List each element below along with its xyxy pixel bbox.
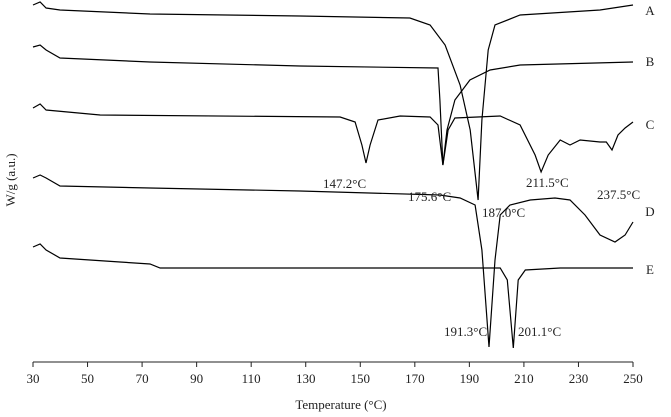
- x-tick-label: 170: [405, 371, 425, 386]
- series-line: [32, 174, 634, 348]
- x-tick-label: 250: [623, 371, 643, 386]
- annotation: 201.1°C: [518, 324, 561, 339]
- annotation: 175.6°C: [408, 189, 451, 204]
- series-label: A: [645, 3, 655, 18]
- series-line: [32, 103, 634, 174]
- annotation: 147.2°C: [323, 176, 366, 191]
- x-axis-title: Temperature (°C): [295, 397, 386, 412]
- series-label: C: [646, 117, 655, 132]
- x-tick-label: 110: [242, 371, 261, 386]
- annotation: 187.0°C: [482, 205, 525, 220]
- annotation: 237.5°C: [597, 187, 640, 202]
- x-tick-label: 30: [27, 371, 40, 386]
- series-label: B: [646, 54, 655, 69]
- x-tick-label: 130: [296, 371, 316, 386]
- x-tick-label: 70: [136, 371, 149, 386]
- annotation: 211.5°C: [526, 175, 569, 190]
- series-line: [32, 44, 634, 166]
- x-tick-label: 90: [190, 371, 203, 386]
- x-tick-label: 190: [460, 371, 480, 386]
- x-tick-label: 150: [351, 371, 371, 386]
- series-label: D: [645, 204, 654, 219]
- series-line: [32, 1, 634, 201]
- annotation: 191.3°C: [444, 324, 487, 339]
- x-tick-label: 50: [81, 371, 94, 386]
- series-line: [32, 243, 633, 349]
- x-tick-label: 210: [514, 371, 534, 386]
- y-axis-title: W/g (a.u.): [3, 153, 18, 206]
- x-tick-label: 230: [569, 371, 589, 386]
- series-label: E: [646, 262, 654, 277]
